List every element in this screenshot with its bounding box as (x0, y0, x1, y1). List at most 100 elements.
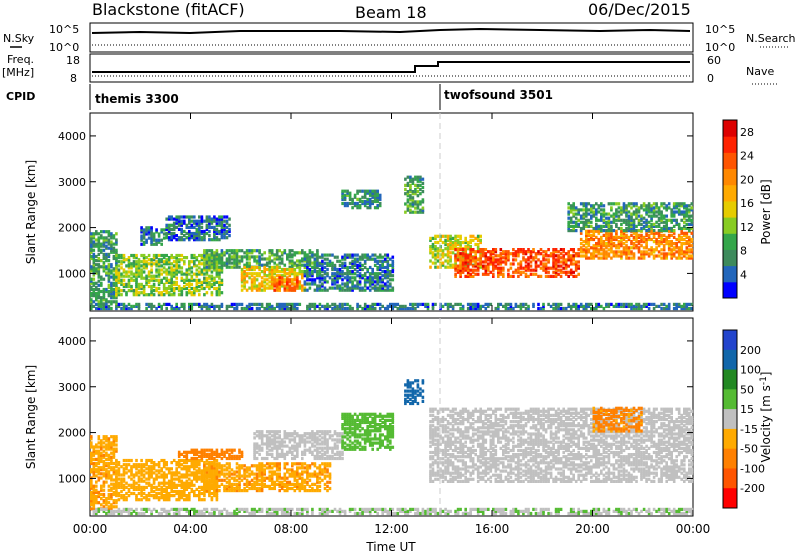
echo-cell (198, 302, 201, 306)
echo-cell (152, 284, 156, 289)
echo-cell (607, 304, 611, 308)
echo-cell (409, 185, 412, 190)
echo-cell (547, 274, 550, 278)
echo-cell (291, 261, 294, 265)
echo-cell (240, 284, 244, 288)
echo-cell (416, 190, 420, 194)
echo-cell (316, 259, 319, 263)
echo-cell (368, 204, 372, 208)
echo-cell (479, 248, 482, 252)
echo-cell (592, 246, 596, 250)
echo-cell (286, 272, 289, 276)
echo-cell (625, 254, 628, 258)
echo-cell (172, 293, 176, 297)
echo-cell (464, 266, 467, 270)
echo-cell (190, 481, 194, 485)
echo-cell (559, 270, 563, 274)
echo-cell (167, 266, 171, 270)
echo-cell (243, 282, 246, 286)
echo-cell (220, 261, 224, 265)
echo-cell (228, 480, 231, 484)
echo-cell (112, 461, 116, 466)
echo-cell (140, 498, 143, 502)
echo-cell (233, 456, 236, 461)
echo-cell (672, 214, 676, 218)
echo-cell (220, 280, 224, 284)
echo-cell (105, 300, 108, 304)
echo-cell (170, 256, 173, 260)
echo-cell (120, 496, 123, 500)
echo-cell (577, 254, 580, 258)
echo-cell (286, 288, 289, 292)
echo-cell (105, 265, 108, 269)
echo-cell (167, 286, 171, 291)
echo-cell (200, 471, 204, 475)
echo-cell (115, 304, 118, 308)
echo-cell (110, 459, 113, 464)
echo-cell (112, 267, 116, 271)
echo-cell (198, 270, 201, 274)
echo-cell (188, 264, 191, 268)
echo-cell (368, 272, 372, 276)
echo-cell (175, 485, 178, 489)
echo-cell (167, 496, 171, 500)
echo-cell (250, 265, 254, 270)
echo-cell (208, 284, 211, 289)
echo-cell (245, 255, 249, 259)
echo-cell (97, 459, 101, 464)
echo-cell (135, 481, 138, 485)
echo-cell (188, 268, 191, 272)
echo-cell (213, 225, 216, 229)
echo-cell (615, 235, 618, 239)
echo-cell (140, 268, 143, 272)
echo-cell (165, 280, 168, 284)
echo-cell (152, 282, 156, 286)
echo-cell (95, 468, 98, 472)
echo-cell (288, 249, 292, 253)
echo-cell (180, 289, 184, 293)
echo-cell (341, 304, 344, 308)
echo-cell (205, 284, 209, 289)
echo-cell (333, 286, 337, 290)
echo-cell (110, 302, 113, 306)
echo-cell (610, 229, 613, 233)
echo-cell (308, 274, 312, 278)
echo-cell (409, 179, 412, 183)
echo-cell (102, 466, 106, 470)
echo-cell (303, 286, 307, 290)
echo-cell (205, 231, 209, 236)
echo-cell (188, 485, 191, 489)
echo-cell (321, 267, 324, 272)
echo-cell (100, 439, 103, 443)
echo-cell (190, 293, 194, 297)
echo-cell (223, 231, 226, 236)
echo-cell (401, 304, 405, 308)
echo-cell (479, 256, 482, 260)
echo-cell (185, 274, 189, 278)
echo-cell (137, 293, 141, 297)
echo-cell (150, 487, 153, 491)
echo-cell (431, 247, 435, 251)
echo-cell (293, 302, 297, 306)
echo-cell (627, 214, 631, 218)
echo-cell (605, 246, 608, 250)
echo-cell (275, 286, 279, 290)
echo-cell (183, 450, 186, 454)
echo-cell (670, 218, 673, 222)
echo-cell (587, 248, 591, 252)
echo-cell (190, 302, 194, 306)
echo-cell (193, 278, 196, 282)
echo-cell (620, 212, 623, 216)
echo-cell (298, 263, 302, 267)
echo-cell (105, 267, 108, 271)
echo-cell (100, 492, 103, 497)
echo-cell (165, 467, 168, 471)
echo-cell (650, 210, 653, 214)
echo-cell (220, 236, 224, 240)
echo-cell (283, 251, 287, 255)
echo-cell (210, 472, 214, 476)
echo-cell (378, 302, 382, 306)
echo-cell (177, 463, 181, 467)
echo-cell (444, 302, 447, 306)
echo-cell (471, 258, 475, 262)
